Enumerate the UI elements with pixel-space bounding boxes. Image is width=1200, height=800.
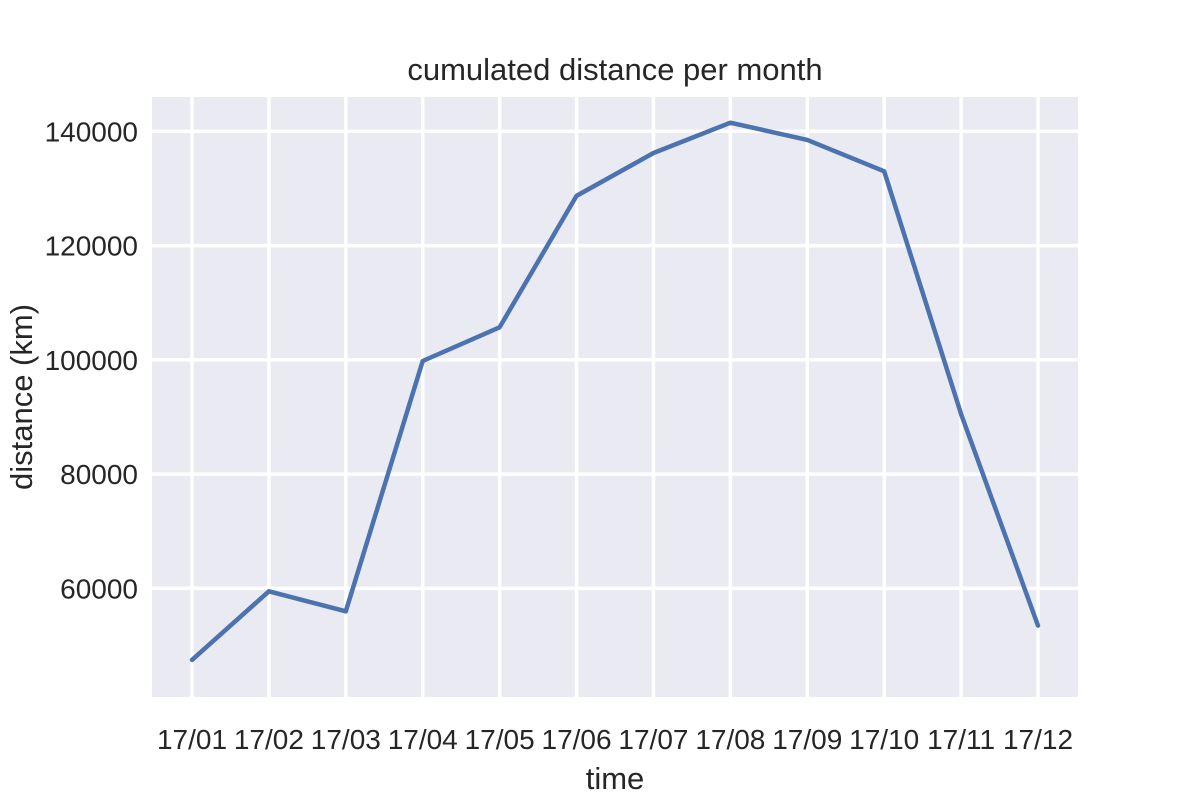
x-tick-label: 17/02 [234, 724, 304, 755]
x-tick-label: 17/12 [1003, 724, 1073, 755]
x-tick-label: 17/08 [695, 724, 765, 755]
x-tick-label: 17/03 [311, 724, 381, 755]
x-axis: 17/01 17/02 17/03 17/04 17/05 17/06 17/07 17/08… [157, 724, 1073, 755]
plot-area [152, 97, 1078, 697]
y-tick-label: 120000 [45, 231, 138, 262]
x-tick-label: 17/09 [772, 724, 842, 755]
x-tick-label: 17/01 [157, 724, 227, 755]
x-axis-label: time [586, 761, 645, 796]
series-line [189, 120, 1041, 663]
x-tick-label: 17/11 [927, 724, 995, 755]
x-tick-label: 17/04 [388, 724, 458, 755]
y-tick-label: 60000 [60, 573, 138, 604]
y-axis: 60000 80000 100000 120000 140000 [45, 116, 138, 604]
y-axis-label: distance (km) [4, 304, 39, 490]
y-tick-label: 100000 [45, 345, 138, 376]
x-tick-label: 17/10 [849, 724, 919, 755]
chart-title: cumulated distance per month [407, 52, 822, 87]
series-layer [189, 120, 1041, 663]
y-tick-label: 80000 [60, 459, 138, 490]
x-tick-label: 17/06 [542, 724, 612, 755]
x-tick-label: 17/05 [465, 724, 535, 755]
y-tick-label: 140000 [45, 116, 138, 147]
x-tick-label: 17/07 [618, 724, 688, 755]
